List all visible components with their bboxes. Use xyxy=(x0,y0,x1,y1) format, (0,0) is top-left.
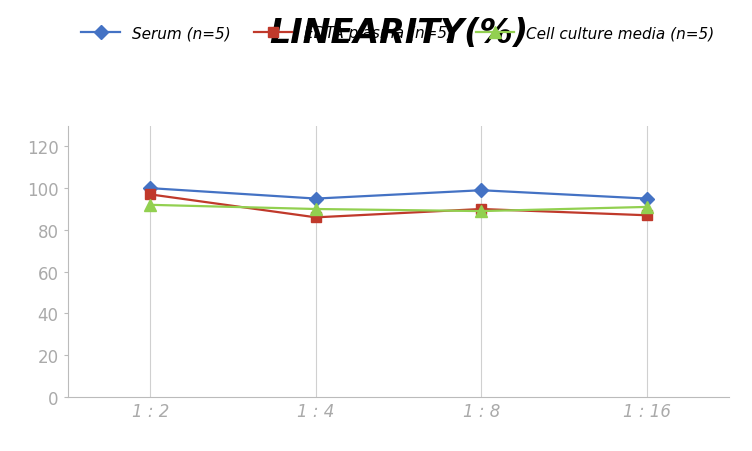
Line: Serum (n=5): Serum (n=5) xyxy=(146,184,651,204)
Serum (n=5) xyxy=(311,197,320,202)
EDTA plasma (n=5) xyxy=(146,192,155,198)
Line: Cell culture media (n=5): Cell culture media (n=5) xyxy=(145,200,652,217)
EDTA plasma (n=5) xyxy=(311,215,320,221)
Cell culture media (n=5) xyxy=(311,207,320,212)
Serum (n=5) xyxy=(146,186,155,191)
Title: LINEARITY(%): LINEARITY(%) xyxy=(269,17,528,50)
Cell culture media (n=5) xyxy=(146,202,155,208)
Cell culture media (n=5) xyxy=(477,209,486,214)
Cell culture media (n=5) xyxy=(642,205,651,210)
EDTA plasma (n=5) xyxy=(477,207,486,212)
Serum (n=5) xyxy=(642,197,651,202)
Legend: Serum (n=5), EDTA plasma (n=5), Cell culture media (n=5): Serum (n=5), EDTA plasma (n=5), Cell cul… xyxy=(75,20,720,47)
Serum (n=5) xyxy=(477,188,486,193)
Line: EDTA plasma (n=5): EDTA plasma (n=5) xyxy=(146,190,651,223)
EDTA plasma (n=5) xyxy=(642,213,651,218)
